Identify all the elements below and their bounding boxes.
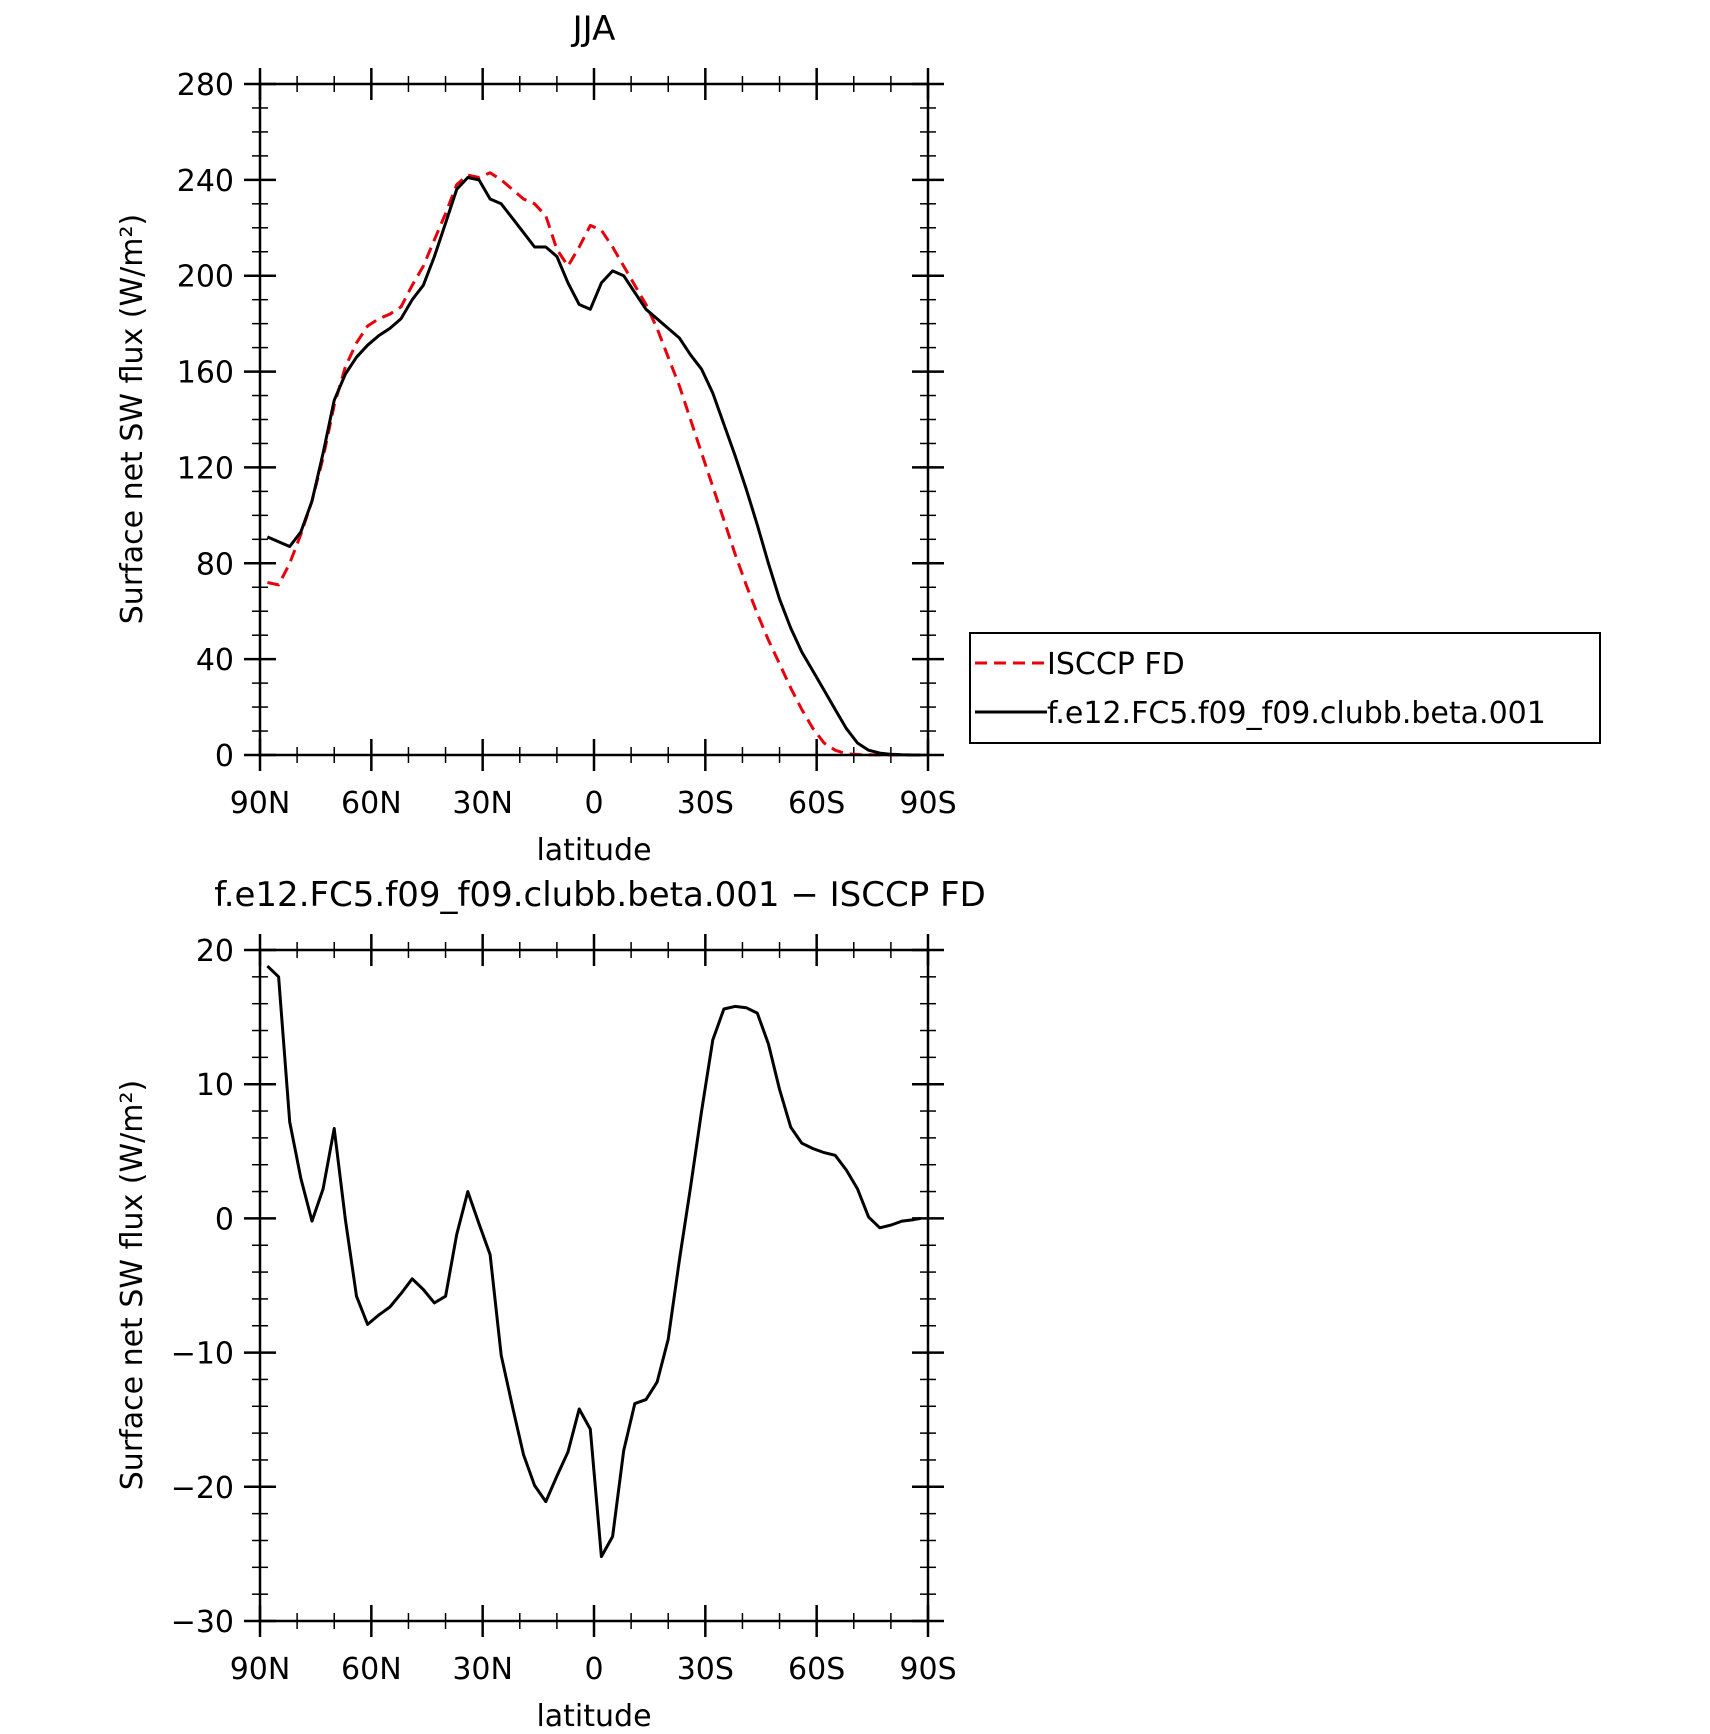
- x-tick-label: 60N: [341, 786, 402, 821]
- y-tick-label: 40: [196, 643, 234, 678]
- y-tick-label: 280: [177, 68, 234, 103]
- model-series-line: [266, 176, 921, 757]
- y-tick-label: 0: [215, 1202, 234, 1237]
- bottom-panel-y-label: Surface net SW flux (W/m²): [115, 1080, 150, 1490]
- y-tick-label: 0: [215, 739, 234, 774]
- x-tick-label: 0: [584, 1652, 603, 1687]
- x-tick-label: 90N: [230, 1652, 291, 1687]
- top-panel-axes: 0 40 80 120 160 200 240 280 90N 60N 30N 0 30S 60S 90S: [177, 68, 957, 821]
- bottom-panel: f.e12.FC5.f09_f09.clubb.beta.001 − ISCCP…: [115, 875, 986, 1734]
- legend-label-isccp: ISCCP FD: [1047, 647, 1185, 682]
- legend-box: [969, 632, 1601, 744]
- top-panel-y-label: Surface net SW flux (W/m²): [115, 214, 150, 624]
- y-tick-label: 160: [177, 356, 234, 391]
- x-tick-label: 90N: [230, 786, 291, 821]
- top-panel-frame: [258, 82, 930, 757]
- y-tick-label: 20: [196, 934, 234, 969]
- legend: ISCCP FD f.e12.FC5.f09_f09.clubb.beta.00…: [969, 632, 1601, 744]
- legend-label-model: f.e12.FC5.f09_f09.clubb.beta.001: [1047, 696, 1546, 731]
- x-tick-label: 60S: [788, 786, 845, 821]
- y-tick-label: 80: [196, 547, 234, 582]
- y-tick-label: 200: [177, 260, 234, 295]
- x-tick-label: 60N: [341, 1652, 402, 1687]
- x-tick-label: 30N: [452, 1652, 513, 1687]
- y-tick-label: −30: [171, 1605, 234, 1640]
- isccp-series-line: [267, 171, 921, 757]
- x-tick-label: 30N: [452, 786, 513, 821]
- top-panel-x-label: latitude: [536, 833, 651, 868]
- x-tick-label: 60S: [788, 1652, 845, 1687]
- x-tick-label: 30S: [677, 1652, 734, 1687]
- top-panel-series: [266, 171, 921, 757]
- bottom-panel-frame: [258, 948, 930, 1623]
- x-tick-label: 30S: [677, 786, 734, 821]
- top-panel-title: JJA: [571, 9, 616, 49]
- bottom-panel-title: f.e12.FC5.f09_f09.clubb.beta.001 − ISCCP…: [214, 875, 986, 915]
- y-tick-label: 10: [196, 1068, 234, 1103]
- y-tick-label: 120: [177, 451, 234, 486]
- y-tick-label: −10: [171, 1337, 234, 1372]
- x-tick-label: 0: [584, 786, 603, 821]
- y-tick-label: 240: [177, 164, 234, 199]
- y-tick-label: −20: [171, 1471, 234, 1506]
- x-tick-label: 90S: [899, 1652, 956, 1687]
- bottom-panel-axes: −30 −20 −10 0 10 20 90N 60N 30N 0 30S 60S 90S: [171, 934, 957, 1687]
- bottom-panel-x-label: latitude: [536, 1699, 651, 1734]
- bottom-panel-series: [266, 965, 921, 1559]
- top-panel: JJA 0 40 80 120 160 200 240 280 90N 60N 30N 0 30S 60S…: [115, 9, 957, 868]
- x-tick-label: 90S: [899, 786, 956, 821]
- difference-series-line: [266, 965, 921, 1559]
